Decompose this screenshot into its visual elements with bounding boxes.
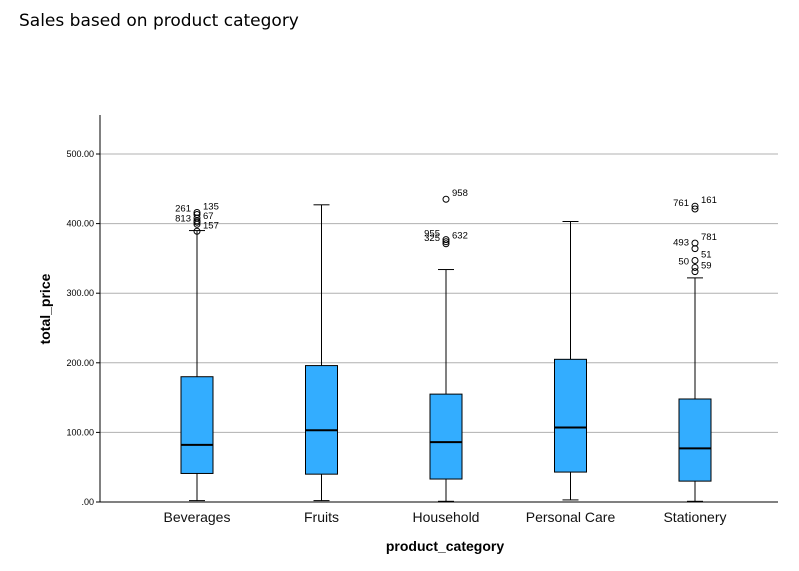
box xyxy=(554,358,587,473)
outlier-point xyxy=(691,245,699,253)
box-group-personal-care xyxy=(554,221,587,501)
y-tick-label: 400.00 xyxy=(66,219,94,229)
outlier-label: 632 xyxy=(452,231,468,242)
outlier-point xyxy=(193,218,201,226)
outlier-point xyxy=(691,263,699,271)
outlier-point xyxy=(193,220,201,228)
x-axis-labels: Beverages Fruits Household Personal Care Sta… xyxy=(164,509,727,525)
outlier-point xyxy=(442,195,450,203)
y-tick-label: 200.00 xyxy=(66,358,94,368)
outlier-label: 67 xyxy=(203,211,214,222)
y-axis-ticks: .00 100.00 200.00 300.00 400.00 500.00 xyxy=(66,149,100,507)
outlier-label: 761 xyxy=(673,198,689,209)
outlier-label: 51 xyxy=(701,249,712,260)
outlier-label: 161 xyxy=(701,195,717,206)
outlier-label: 325 xyxy=(424,233,440,244)
outlier-label: 157 xyxy=(203,220,219,231)
x-tick-label: Household xyxy=(413,509,480,525)
axes xyxy=(99,115,778,503)
outlier-label: 261 xyxy=(175,204,191,215)
boxes: 135 261 67 813 157 958 955 632 325 161 761 781 493 51… xyxy=(175,188,717,502)
outlier-label: 59 xyxy=(701,261,712,272)
outlier-label: 813 xyxy=(175,213,191,224)
outlier-point xyxy=(691,268,699,276)
box-group-beverages: 135 261 67 813 157 xyxy=(175,201,219,502)
box xyxy=(429,393,463,480)
outlier-label: 955 xyxy=(424,229,440,240)
outlier-point xyxy=(691,205,699,213)
y-axis-title: total_price xyxy=(37,273,53,344)
y-tick-label: 100.00 xyxy=(66,427,94,437)
x-tick-label: Beverages xyxy=(164,509,231,525)
x-tick-label: Stationery xyxy=(663,509,726,525)
x-axis-title: product_category xyxy=(386,538,504,554)
outlier-point xyxy=(691,256,699,264)
box-group-stationery: 161 761 781 493 51 50 59 xyxy=(673,195,717,502)
y-tick-label: .00 xyxy=(81,497,94,507)
box xyxy=(305,365,338,475)
outlier-point xyxy=(193,227,201,235)
outlier-point xyxy=(691,202,699,210)
outlier-label: 135 xyxy=(203,201,219,212)
outlier-point xyxy=(442,240,450,248)
outlier-label: 493 xyxy=(673,238,689,249)
box xyxy=(180,376,214,474)
outlier-label: 958 xyxy=(452,188,468,199)
box xyxy=(678,398,712,482)
x-tick-label: Personal Care xyxy=(526,509,616,525)
y-tick-label: 300.00 xyxy=(66,288,94,298)
x-tick-label: Fruits xyxy=(304,509,339,525)
box-group-household: 958 955 632 325 xyxy=(424,188,468,502)
outlier-label: 50 xyxy=(678,256,689,267)
chart-title: Sales based on product category xyxy=(19,11,299,31)
outlier-label: 781 xyxy=(701,232,717,243)
outlier-point xyxy=(442,236,450,244)
outlier-point xyxy=(442,238,450,246)
y-tick-label: 500.00 xyxy=(66,149,94,159)
box-group-fruits xyxy=(305,204,338,502)
